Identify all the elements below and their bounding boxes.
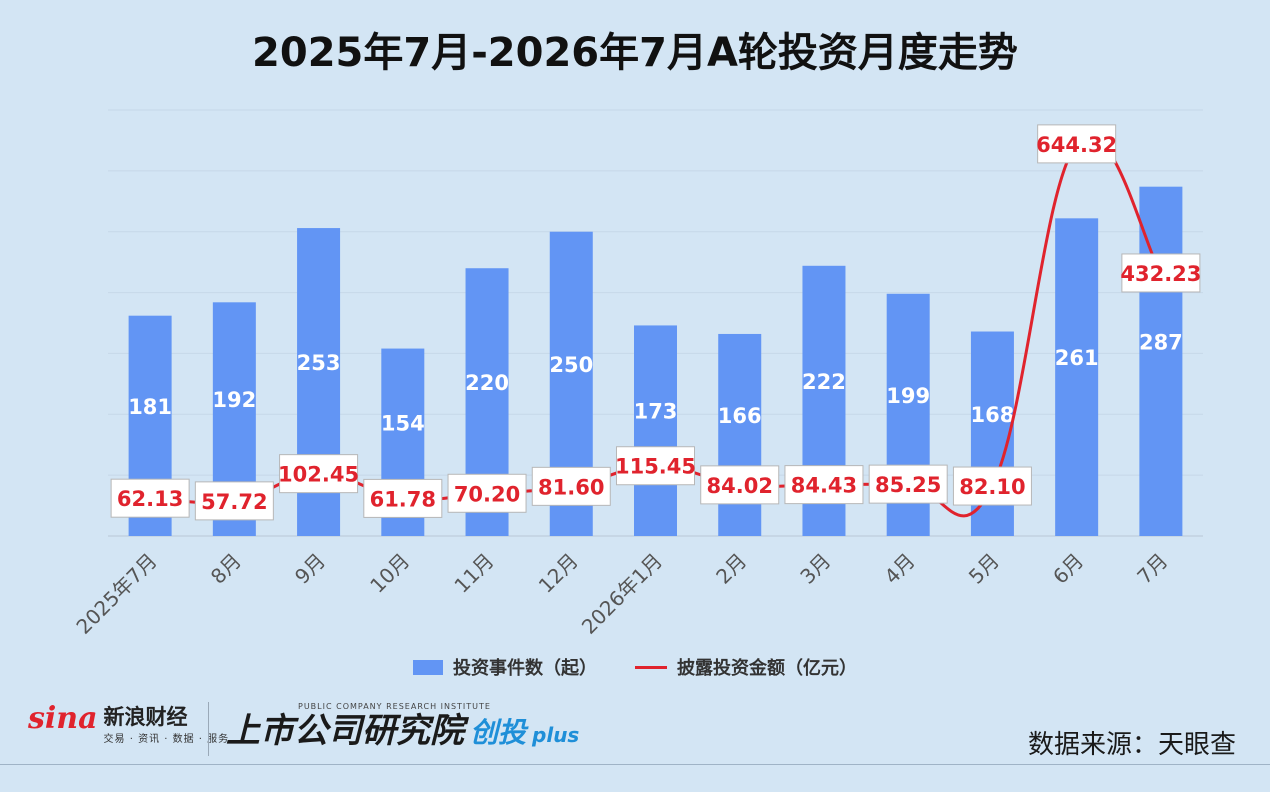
line-label-box (531, 466, 611, 506)
x-tick-label: 2026年1月 (577, 549, 667, 639)
bar-value-label: 166 (718, 404, 762, 428)
x-tick-label: 3月 (795, 549, 835, 589)
line-label-box (868, 464, 948, 504)
x-tick-label: 12月 (534, 549, 583, 598)
x-tick-label: 6月 (1048, 549, 1088, 589)
line-value-label: 82.10 (952, 466, 1032, 506)
legend: 投资事件数（起） 披露投资金额（亿元） (0, 654, 1270, 680)
logo-divider (208, 702, 209, 756)
legend-item-bars: 投资事件数（起） (413, 654, 597, 680)
bar-value-labels: 181 192 253 154 220 250 173 166 222 199 168 261 287 (128, 330, 1183, 435)
line-label-text: 84.02 (707, 474, 773, 498)
x-tick-label: 10月 (365, 549, 414, 598)
line-label-box (447, 473, 527, 513)
footer-divider (0, 764, 1270, 765)
sina-name: 新浪财经 (103, 705, 188, 729)
line-value-label: 115.45 (615, 446, 696, 486)
line-label-box (1037, 124, 1117, 164)
bar-value-label: 181 (128, 395, 172, 419)
chart-title: 2025年7月-2026年7月A轮投资月度走势 (252, 30, 1018, 76)
line-value-label: 61.78 (363, 478, 443, 518)
bar-value-label: 192 (212, 388, 256, 412)
line-label-box (194, 481, 274, 521)
legend-line-swatch (635, 665, 667, 669)
bar (718, 333, 762, 536)
x-tick-label: 7月 (1132, 549, 1172, 589)
bar (1055, 218, 1099, 536)
bar (634, 325, 677, 536)
bar-value-label: 253 (297, 351, 341, 375)
line-label-box (279, 454, 359, 494)
line-value-label: 81.60 (531, 466, 611, 506)
bar (1139, 186, 1183, 536)
data-source: 数据来源：天眼查 (1027, 730, 1236, 760)
bar-value-label: 168 (971, 403, 1015, 427)
line-value-label: 644.32 (1036, 124, 1117, 164)
line-label-box (1121, 253, 1201, 293)
x-tick-label: 2025年7月 (71, 549, 161, 639)
legend-bar-swatch (413, 659, 443, 675)
sina-subtitle: 交易 · 资讯 · 数据 · 服务 (103, 734, 230, 745)
line-value-label: 85.25 (868, 464, 948, 504)
line-label-box (952, 466, 1032, 506)
bar-value-label: 222 (802, 370, 846, 394)
line-label-text: 81.60 (538, 475, 604, 499)
line-label-box (616, 446, 695, 486)
line-label-text: 102.45 (278, 463, 359, 487)
bar-value-label: 154 (381, 411, 425, 435)
line-label-text: 61.78 (370, 487, 436, 511)
line-label-text: 62.13 (117, 487, 183, 511)
line-label-text: 84.43 (791, 474, 857, 498)
line-label-text: 57.72 (201, 490, 267, 514)
x-tick-label: 5月 (964, 549, 1004, 589)
bar-value-label: 250 (549, 353, 593, 377)
line-label-box (363, 478, 443, 518)
line-label-text: 432.23 (1120, 262, 1201, 286)
x-tick-label: 4月 (880, 549, 920, 589)
legend-line-label: 披露投资金额（亿元） (677, 658, 857, 679)
line-value-label: 102.45 (278, 454, 359, 494)
bar-value-label: 220 (465, 371, 509, 395)
x-tick-label: 8月 (206, 549, 246, 589)
institute-brand: 创投 (470, 716, 527, 749)
bar-value-label: 287 (1139, 330, 1183, 354)
line-value-labels: 62.13 57.72 102.45 61.78 70.20 81.60 115.45 84.… (110, 124, 1201, 521)
line-value-label: 432.23 (1120, 253, 1201, 293)
institute-logo: PUBLIC COMPANY RESEARCH INSTITUTE 上市公司研究… (226, 702, 579, 751)
line-value-label: 84.43 (784, 465, 864, 505)
line-label-text: 85.25 (875, 473, 941, 497)
sina-finance-logo: sina 新浪财经 交易 · 资讯 · 数据 · 服务 (28, 701, 230, 746)
institute-chinese-name: 上市公司研究院 (226, 711, 464, 751)
institute-english-name: PUBLIC COMPANY RESEARCH INSTITUTE (298, 702, 491, 711)
sina-mark: sina (28, 701, 98, 736)
line-value-label: 84.02 (700, 465, 780, 505)
institute-brand-plus: plus (532, 723, 580, 747)
line-label-box (110, 478, 190, 518)
legend-bar-label: 投资事件数（起） (453, 658, 597, 679)
bar-value-label: 173 (634, 400, 678, 424)
x-tick-label: 2月 (711, 549, 751, 589)
legend-item-line: 披露投资金额（亿元） (635, 654, 857, 680)
line-label-text: 82.10 (959, 475, 1025, 499)
line-label-box (700, 465, 780, 505)
x-tick-label: 11月 (449, 549, 498, 598)
line-value-label: 57.72 (194, 481, 274, 521)
line-label-box (784, 465, 864, 505)
bar-value-label: 261 (1055, 346, 1099, 370)
line-label-text: 115.45 (615, 455, 696, 479)
x-tick-label: 9月 (290, 549, 330, 589)
line-label-text: 70.20 (454, 482, 520, 506)
line-value-label: 62.13 (110, 478, 190, 518)
line-label-text: 644.32 (1036, 133, 1117, 157)
bar-value-label: 199 (886, 384, 930, 408)
line-value-label: 70.20 (447, 473, 527, 513)
